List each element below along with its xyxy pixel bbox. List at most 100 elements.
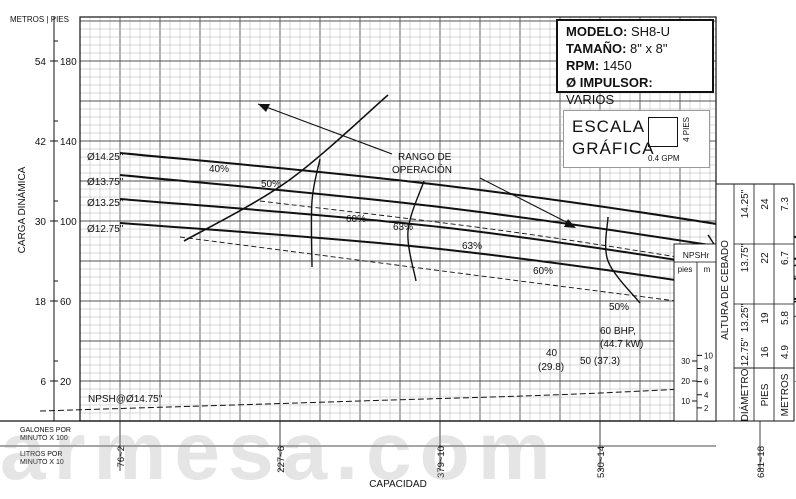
scale-word-2: GRÁFICA — [572, 139, 655, 158]
suction-cell: 12.75" — [740, 337, 751, 366]
range-arrow-right-head — [564, 219, 576, 228]
npshr-m-label: 6 — [704, 378, 709, 387]
impulsor-value: VARIOS — [566, 92, 615, 107]
power-label: (29.8) — [538, 362, 564, 373]
diameter-label: Ø12.75" — [87, 224, 124, 235]
suction-cell: 22 — [760, 252, 771, 264]
range-arrow-left-head — [258, 104, 270, 112]
suction-row-header: DIÁMETRO — [738, 368, 751, 421]
pump-info-box: MODELO: SH8-U TAMAÑO: 8" x 8" RPM: 1450 … — [556, 19, 714, 107]
diameter-label: Ø13.75" — [87, 177, 124, 188]
efficiency-label: 60% — [533, 266, 553, 277]
suction-row-header: PIES — [760, 383, 771, 406]
y-tick-label-m: 6 — [40, 377, 46, 388]
y-tick-label-m: 42 — [35, 137, 47, 148]
npshr-col-m: m — [704, 265, 711, 274]
graphic-scale-box: ESCALA GRÁFICA 4 PIES 0.4 GPM — [563, 110, 710, 168]
npshr-col-pies: pies — [678, 265, 693, 274]
y-tick-label-m: 30 — [35, 217, 47, 228]
rpm-value: 1450 — [599, 58, 632, 73]
npsh-label: NPSH@Ø14.75" — [88, 394, 163, 405]
efficiency-label: 63% — [462, 241, 482, 252]
x-axis-label: CAPACIDAD — [369, 479, 427, 490]
suction-title: ALTURA DE CEBADO — [720, 240, 731, 340]
suction-cell: 19 — [760, 312, 771, 324]
range-label-1: RANGO DE — [398, 152, 452, 163]
scale-word-1: ESCALA — [572, 117, 646, 136]
suction-cell: 4.9 — [780, 345, 791, 359]
suction-table: NPSHr pies m 30 20 10 10 8 6 4 2 ALTURA DE CEBADO DI… — [673, 183, 795, 422]
suction-cell: 13.75" — [740, 243, 751, 272]
efficiency-label: 60% — [346, 214, 366, 225]
efficiency-label: 50% — [609, 302, 629, 313]
dashed-curve — [259, 200, 796, 277]
suction-cell: 7.3 — [780, 197, 791, 211]
npshr-pies-label: 30 — [681, 357, 690, 366]
y-tick-label-m: 18 — [35, 297, 47, 308]
impulsor-label: Ø IMPULSOR: — [566, 75, 653, 90]
diameter-label: Ø13.25" — [87, 198, 124, 209]
npshr-pies-label: 10 — [681, 397, 690, 406]
rpm-row: RPM: 1450 — [566, 57, 704, 74]
efficiency-label: 50% — [261, 179, 281, 190]
suction-cell: 14.25" — [740, 189, 751, 218]
y-axis-label: CARGA DINÁMICA — [15, 166, 28, 253]
npshr-title: NPSHr — [683, 250, 710, 260]
suction-cell: 13.25" — [740, 303, 751, 332]
scale-side-label: 4 PIES — [682, 117, 691, 142]
tamano-row: TAMAÑO: 8" x 8" — [566, 40, 704, 57]
x-tick-label: 530~14 — [596, 446, 607, 478]
modelo-row: MODELO: SH8-U — [566, 23, 704, 40]
efficiency-line — [407, 180, 425, 282]
range-arrow-right — [479, 177, 575, 227]
x-tick-label: 681~18 — [756, 446, 767, 478]
npshr-m-label: 2 — [704, 404, 709, 413]
dashed-curve — [179, 236, 796, 317]
impeller-curve — [119, 152, 796, 239]
power-label: 40 — [546, 348, 558, 359]
power-label: 50 (37.3) — [580, 356, 620, 367]
left-axis-header: METROS | PIES — [10, 15, 69, 24]
npshr-m-label: 4 — [704, 391, 709, 400]
npshr-box — [673, 243, 717, 422]
gpm-row-label-2: MINUTO X 100 — [20, 435, 68, 442]
range-label-2: OPERACIÓN — [392, 163, 452, 176]
suction-cell: 24 — [760, 198, 771, 210]
tamano-label: TAMAÑO: — [566, 41, 627, 56]
modelo-label: MODELO: — [566, 24, 628, 39]
y-tick-label-ft: 140 — [60, 137, 77, 148]
impeller-curve — [119, 222, 796, 300]
x-tick-label: 227~6 — [276, 446, 287, 473]
npshr-m-label: 10 — [704, 351, 713, 360]
power-label: (44.7 kW) — [600, 339, 643, 350]
scale-bottom-label: 0.4 GPM — [648, 154, 680, 163]
suction-cell: 6.7 — [780, 251, 791, 265]
suction-row-header: METROS — [780, 373, 791, 416]
rpm-label: RPM: — [566, 58, 600, 73]
range-arrow-left — [257, 103, 393, 155]
modelo-value: SH8-U — [627, 24, 671, 39]
npsh-curve — [39, 380, 796, 412]
x-tick-label: 76~2 — [116, 446, 127, 467]
npshr-m-label: 8 — [704, 365, 709, 374]
y-tick-label-m: 54 — [35, 57, 47, 68]
suction-cell: 16 — [760, 346, 771, 358]
y-tick-label-ft: 100 — [60, 217, 77, 228]
lpm-row-label-2: MINUTO X 10 — [20, 459, 64, 466]
lpm-row-label-1: LITROS POR — [20, 451, 62, 458]
scale-square — [648, 117, 678, 147]
efficiency-line — [310, 158, 321, 268]
y-tick-label-ft: 180 — [60, 57, 77, 68]
gpm-row-label-1: GALONES POR — [20, 427, 71, 434]
efficiency-label: 63% — [393, 222, 413, 233]
suction-cell: 5.8 — [780, 311, 791, 325]
impulsor-row: Ø IMPULSOR: VARIOS — [566, 74, 704, 108]
y-tick-label-ft: 60 — [60, 297, 72, 308]
power-label: 60 BHP, — [600, 326, 636, 337]
operating-range-line — [183, 94, 389, 242]
watermark: armesa.com — [0, 406, 559, 497]
tamano-value: 8" x 8" — [626, 41, 668, 56]
x-tick-label: 379~10 — [436, 446, 447, 478]
